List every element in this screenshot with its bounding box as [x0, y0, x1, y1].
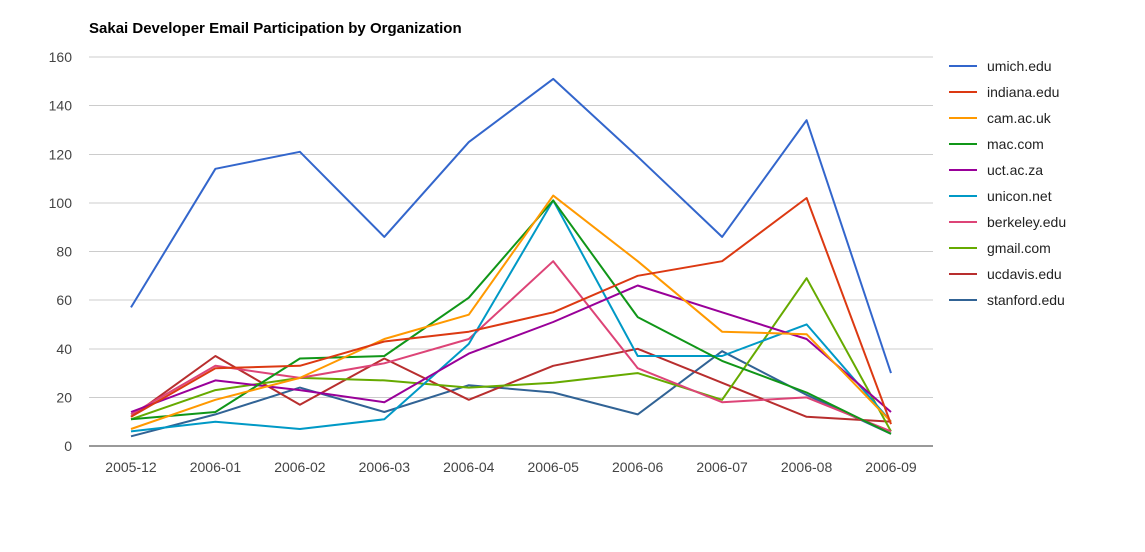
y-tick-label: 140	[49, 98, 73, 114]
y-tick-label: 100	[49, 195, 73, 211]
legend-label: mac.com	[987, 136, 1044, 152]
series-line-umich-edu	[130, 77, 892, 374]
x-tick-label: 2005-12	[105, 459, 157, 475]
series-line-cam-ac-uk	[130, 194, 892, 430]
legend-label: ucdavis.edu	[987, 266, 1062, 282]
y-axis-ticks: 0 20 40 60 80 100 120 140 160	[49, 49, 73, 454]
x-tick-label: 2006-09	[865, 459, 917, 475]
legend-label: cam.ac.uk	[987, 110, 1052, 126]
series-line-unicon-net	[130, 199, 892, 433]
chart-title: Sakai Developer Email Participation by O…	[89, 20, 462, 37]
x-tick-label: 2006-04	[443, 459, 495, 475]
series-lines	[130, 77, 892, 438]
y-tick-label: 120	[49, 146, 73, 162]
y-tick-label: 60	[56, 292, 72, 308]
y-tick-label: 20	[56, 389, 72, 405]
x-axis-ticks: 2005-12 2006-01 2006-02 2006-03 2006-04 2006-…	[105, 459, 917, 475]
y-tick-label: 0	[64, 438, 72, 454]
legend-label: indiana.edu	[987, 84, 1059, 100]
grid-lines	[89, 56, 933, 447]
series-line-mac-com	[130, 199, 892, 435]
x-tick-label: 2006-02	[274, 459, 326, 475]
x-tick-label: 2006-06	[612, 459, 664, 475]
legend-label: uct.ac.za	[987, 162, 1043, 178]
y-tick-label: 80	[56, 244, 72, 260]
legend: umich.edu indiana.edu cam.ac.uk mac.com uct.…	[949, 58, 1066, 308]
legend-label: gmail.com	[987, 240, 1051, 256]
x-tick-label: 2006-05	[528, 459, 580, 475]
series-line-indiana-edu	[130, 197, 892, 425]
series-line-berkeley-edu	[130, 260, 892, 433]
legend-label: umich.edu	[987, 58, 1052, 74]
legend-label: stanford.edu	[987, 292, 1065, 308]
legend-label: berkeley.edu	[987, 214, 1066, 230]
x-tick-label: 2006-01	[190, 459, 242, 475]
series-line-gmail-com	[130, 277, 892, 432]
x-tick-label: 2006-08	[781, 459, 833, 475]
x-tick-label: 2006-03	[359, 459, 411, 475]
legend-label: unicon.net	[987, 188, 1052, 204]
series-line-stanford-edu	[130, 350, 892, 438]
x-tick-label: 2006-07	[696, 459, 748, 475]
y-tick-label: 40	[56, 341, 72, 357]
y-tick-label: 160	[49, 49, 73, 65]
